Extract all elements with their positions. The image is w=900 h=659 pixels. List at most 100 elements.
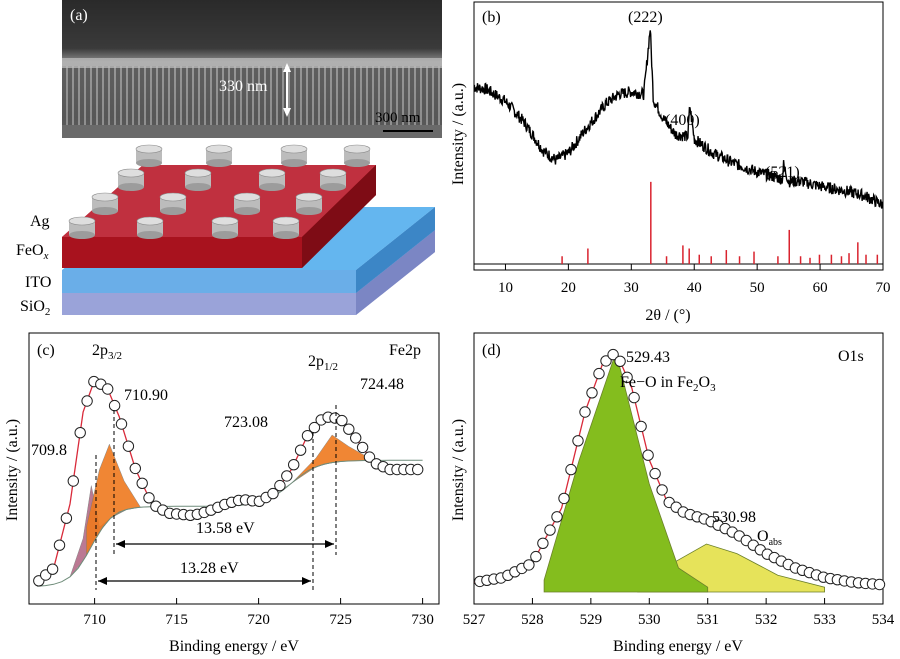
ag-disc-1 — [205, 144, 233, 167]
panel-c-title: Fe2p — [389, 342, 421, 359]
panel-c-frame — [28, 332, 440, 605]
tick-label: 10 — [498, 280, 513, 296]
data-point — [551, 511, 563, 523]
sem-image — [62, 0, 442, 138]
data-point — [67, 475, 80, 487]
data-point — [635, 420, 647, 433]
ag-disc-10 — [233, 192, 261, 215]
data-point — [363, 451, 376, 463]
ag-disc-9 — [159, 192, 187, 215]
data-point — [115, 418, 128, 430]
tick-label: 527 — [463, 612, 486, 628]
ag-disc-0 — [135, 144, 163, 167]
layer-label-feox: FeOx — [16, 242, 49, 262]
tick-label: 531 — [696, 612, 719, 628]
sio2-layer — [62, 230, 435, 315]
data-point — [600, 355, 612, 367]
data-point — [412, 463, 424, 476]
data-point — [579, 406, 591, 418]
peak-label-529-43: 529.43 — [626, 349, 670, 366]
panel-d-o1s: (d) O1s 527 528 529 530 531 532 533 534 529.43 … — [450, 332, 895, 655]
data-point — [294, 444, 307, 456]
data-point — [343, 423, 355, 435]
data-point — [350, 432, 362, 444]
data-point — [628, 391, 640, 404]
data-point — [81, 395, 93, 407]
data-point — [572, 435, 584, 447]
data-point — [537, 537, 549, 549]
o1s-data-points — [474, 348, 886, 591]
data-point — [614, 355, 626, 367]
tick-label: 715 — [165, 612, 188, 628]
fe2p-data-points — [33, 375, 424, 587]
data-point — [136, 477, 148, 489]
split-arrow-1-left-head — [116, 540, 125, 548]
data-point — [74, 427, 86, 439]
panel-b-y-label: Intensity / (a.u.) — [450, 83, 467, 185]
tick-label: 532 — [755, 612, 778, 628]
panel-a: (a) 330 nm 300 nm Ag FeOx ITO SiO2 — [16, 0, 442, 318]
tick-label: 725 — [329, 612, 352, 628]
data-point — [336, 414, 348, 427]
data-point — [143, 492, 155, 504]
data-point — [102, 383, 114, 395]
ag-disc-3 — [343, 144, 371, 167]
tick-label: 533 — [813, 612, 836, 628]
peak-label-530-98: 530.98 — [712, 509, 756, 526]
panel-d-title: O1s — [838, 348, 864, 365]
orbital-label-1-2: 2p1/2 — [308, 353, 338, 373]
layer-label-ag: Ag — [30, 213, 50, 230]
tick-label: 720 — [247, 612, 270, 628]
data-point — [621, 371, 633, 383]
panel-c-x-ticks: 710 715 720 725 730 — [83, 598, 434, 628]
layer-stack — [62, 144, 435, 315]
panel-c-y-label: Intensity / (a.u.) — [4, 419, 21, 521]
ag-disc-5 — [184, 168, 212, 191]
data-point — [656, 484, 668, 496]
ag-disc-4 — [117, 168, 145, 191]
scale-bar-label: 300 nm — [375, 110, 421, 126]
peak-label-724-48: 724.48 — [360, 376, 404, 393]
split-label-2: 13.28 eV — [180, 560, 239, 577]
layer-label-sio2: SiO2 — [20, 298, 50, 318]
ag-disc-6 — [258, 168, 286, 191]
panel-d-x-label: Binding energy / eV — [613, 638, 743, 655]
ag-disc-11 — [295, 192, 323, 215]
panel-b-x-ticks: 10 20 30 40 50 60 70 — [498, 264, 891, 296]
peak-label-521: (521) — [765, 164, 800, 181]
data-point — [356, 441, 369, 454]
ag-disc-15 — [272, 216, 300, 239]
data-point — [649, 467, 661, 480]
panel-b-xrd: (b) 10 20 30 40 50 60 70 (222) (400) (521) 2θ … — [450, 1, 891, 324]
data-point — [281, 470, 293, 482]
tick-label: 730 — [411, 612, 434, 628]
peak-note-fe-o: Fe−O in Fe2O3 — [620, 374, 716, 394]
data-point — [60, 512, 73, 524]
ito-layer — [62, 207, 435, 293]
ag-disc-12 — [68, 216, 96, 239]
data-point — [607, 348, 619, 361]
fe2p-fit-curve — [36, 378, 423, 583]
peak-label-400: (400) — [665, 112, 700, 129]
split-arrow-1-right-head — [325, 540, 334, 548]
data-point — [108, 399, 121, 412]
tick-label: 20 — [561, 280, 576, 296]
peak-guides — [95, 405, 337, 590]
panel-b-x-label: 2θ / (°) — [645, 307, 690, 324]
data-point — [129, 462, 142, 475]
tick-label: 60 — [813, 280, 828, 296]
thickness-label: 330 nm — [219, 78, 268, 95]
data-point — [586, 387, 598, 399]
layer-label-ito: ITO — [25, 274, 51, 291]
o1s-components — [543, 350, 825, 593]
data-point — [523, 559, 535, 571]
peak-label-709-8: 709.8 — [31, 442, 67, 459]
ag-disc-14 — [211, 216, 239, 239]
tick-label: 40 — [687, 280, 702, 296]
peak-label-723-08: 723.08 — [224, 414, 268, 431]
data-point — [122, 440, 135, 452]
peak-label-710-90: 710.90 — [124, 387, 168, 404]
ag-disc-13 — [136, 216, 164, 239]
split-arrow-2-right-head — [302, 577, 311, 585]
ag-discs — [68, 144, 371, 239]
